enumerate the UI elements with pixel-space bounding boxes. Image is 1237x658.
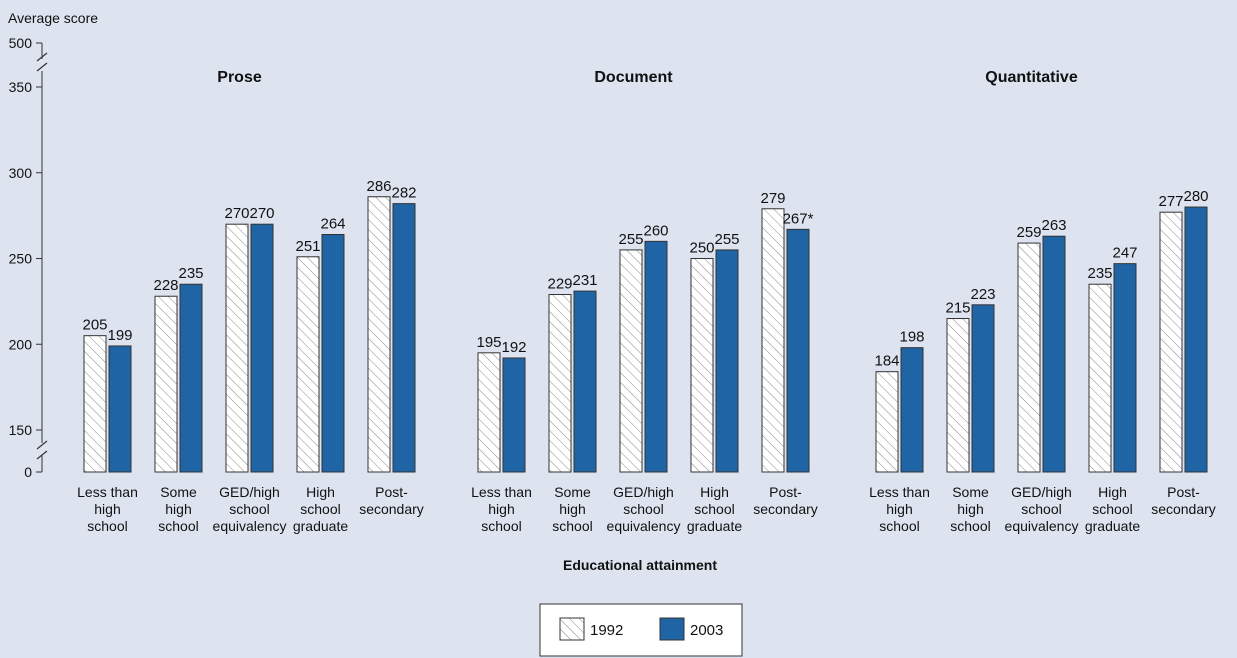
legend-label-1992: 1992 <box>590 622 623 639</box>
bar-1992-prose-3 <box>296 256 320 473</box>
bar-1992-document-3 <box>690 258 714 473</box>
category-label: Post-secondary <box>1151 484 1216 517</box>
category-label: GED/high school equivalency <box>213 484 287 534</box>
bar-1992-quantitative-3 <box>1088 283 1112 473</box>
bar-value-label: 184 <box>874 353 899 370</box>
category-label: GED/high school equivalency <box>1005 484 1079 534</box>
bar-value-label: 270 <box>224 205 249 222</box>
bar-2003-prose-2 <box>250 223 274 473</box>
bar-1992-prose-4 <box>367 196 391 473</box>
legend-swatch-1992 <box>559 617 585 641</box>
bar-2003-prose-0 <box>108 345 132 473</box>
bar-1992-quantitative-2 <box>1017 242 1041 473</box>
bar-value-label: 286 <box>366 178 391 195</box>
bar-1992-prose-0 <box>83 335 107 473</box>
category-label: High school graduate <box>1085 484 1140 534</box>
bar-value-label: 198 <box>899 329 924 346</box>
category-label: High school graduate <box>293 484 348 534</box>
y-tick-label: 200 <box>9 336 33 352</box>
category-label: Less than high school <box>869 484 930 534</box>
panel-title: Quantitative <box>985 69 1078 86</box>
category-label: High school graduate <box>687 484 742 534</box>
bar-value-label: 223 <box>970 286 995 303</box>
panel-title: Document <box>594 69 673 86</box>
y-tick-label: 250 <box>9 251 33 267</box>
bar-2003-quantitative-1 <box>971 304 995 473</box>
x-axis-title: Educational attainment <box>563 557 717 573</box>
bar-2003-document-2 <box>644 240 668 473</box>
axis-break-mark <box>36 62 48 72</box>
legend-label-2003: 2003 <box>690 622 723 639</box>
bar-value-label: 260 <box>643 222 668 239</box>
bar-value-label: 199 <box>107 327 132 344</box>
category-label: Some high school <box>950 484 990 534</box>
bar-2003-document-3 <box>715 249 739 473</box>
bar-value-label: 267* <box>783 210 814 227</box>
bar-2003-prose-3 <box>321 233 345 473</box>
bar-value-label: 235 <box>1087 265 1112 282</box>
bar-1992-document-0 <box>477 352 501 473</box>
y-axis-title: Average score <box>8 10 98 26</box>
bar-1992-quantitative-4 <box>1159 211 1183 473</box>
bar-value-label: 270 <box>249 205 274 222</box>
bar-value-label: 263 <box>1041 217 1066 234</box>
bar-2003-quantitative-0 <box>900 347 924 473</box>
bar-value-label: 259 <box>1016 224 1041 241</box>
bar-value-label: 251 <box>295 238 320 255</box>
category-label: GED/high school equivalency <box>607 484 681 534</box>
bar-value-label: 282 <box>391 185 416 202</box>
bar-value-label: 228 <box>153 277 178 294</box>
bar-value-label: 192 <box>501 339 526 356</box>
bar-1992-document-1 <box>548 294 572 473</box>
bar-value-label: 277 <box>1158 193 1183 210</box>
y-tick-label: 350 <box>9 79 33 95</box>
category-label: Post-secondary <box>753 484 818 517</box>
bar-value-label: 215 <box>945 300 970 317</box>
bar-2003-quantitative-3 <box>1113 263 1137 473</box>
bar-1992-quantitative-0 <box>875 371 899 473</box>
bar-value-label: 255 <box>714 231 739 248</box>
bar-value-label: 229 <box>547 276 572 293</box>
axis-break-mark <box>36 450 48 460</box>
bar-value-label: 264 <box>320 215 345 232</box>
bar-1992-prose-2 <box>225 223 249 473</box>
bar-value-label: 247 <box>1112 245 1137 262</box>
axis-break-mark <box>36 52 48 62</box>
bar-value-label: 205 <box>82 317 107 334</box>
bar-2003-document-4 <box>786 228 810 473</box>
category-label: Some high school <box>158 484 198 534</box>
bar-2003-document-1 <box>573 290 597 473</box>
bar-2003-prose-4 <box>392 203 416 473</box>
panel-title: Prose <box>217 69 262 86</box>
bar-2003-document-0 <box>502 357 526 473</box>
category-label: Less than high school <box>471 484 532 534</box>
bar-1992-prose-1 <box>154 295 178 473</box>
bar-value-label: 235 <box>178 265 203 282</box>
y-tick-label: 300 <box>9 165 33 181</box>
bar-value-label: 279 <box>760 190 785 207</box>
bar-value-label: 255 <box>618 231 643 248</box>
bar-value-label: 195 <box>476 334 501 351</box>
bar-2003-quantitative-2 <box>1042 235 1066 473</box>
y-tick-label: 150 <box>9 422 33 438</box>
legend-swatch-2003 <box>659 617 685 641</box>
bar-1992-quantitative-1 <box>946 318 970 473</box>
bar-1992-document-4 <box>761 208 785 473</box>
category-label: Less than high school <box>77 484 138 534</box>
axis-break-mark <box>36 440 48 450</box>
bar-1992-document-2 <box>619 249 643 473</box>
bar-2003-quantitative-4 <box>1184 206 1208 473</box>
category-label: Some high school <box>552 484 592 534</box>
bar-value-label: 250 <box>689 240 714 257</box>
bar-2003-prose-1 <box>179 283 203 473</box>
bar-value-label: 231 <box>572 272 597 289</box>
y-tick-label: 0 <box>24 464 32 480</box>
y-tick-label: 500 <box>9 35 33 51</box>
category-label: Post-secondary <box>359 484 424 517</box>
bar-value-label: 280 <box>1183 188 1208 205</box>
